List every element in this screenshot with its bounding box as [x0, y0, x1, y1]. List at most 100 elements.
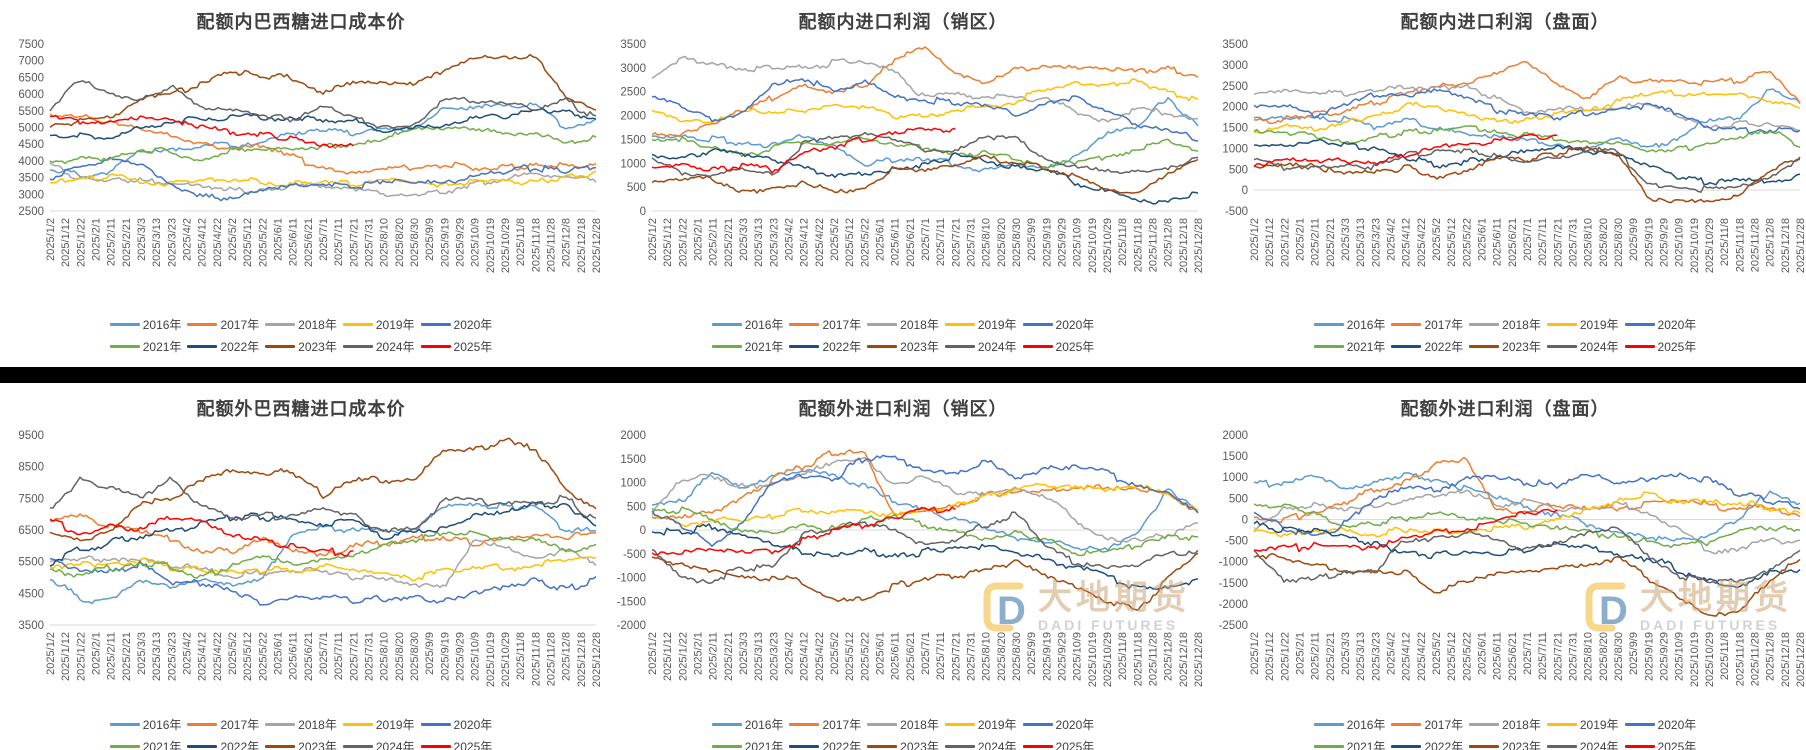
x-axis-tick-label: 2025/8/30 — [1011, 218, 1023, 267]
x-axis-tick-label: 2025/10/29 — [1704, 218, 1716, 273]
y-axis-tick-label: 2000 — [620, 111, 646, 123]
x-axis-tick-label: 2025/10/9 — [1072, 218, 1084, 267]
series-line-2017年 — [651, 46, 1199, 138]
x-axis-tick-label: 2025/12/8 — [1765, 632, 1777, 681]
x-axis-tick-label: 2025/12/8 — [1765, 218, 1777, 267]
legend-label: 2020年 — [1657, 318, 1697, 332]
series-line-2020年 — [1253, 472, 1801, 536]
x-axis-tick-label: 2025/7/11 — [333, 632, 345, 680]
x-axis-tick-label: 2025/7/1 — [1522, 632, 1534, 675]
legend-label: 2017年 — [1424, 718, 1464, 732]
legend-swatch — [1022, 745, 1053, 748]
legend-label: 2020年 — [1055, 718, 1095, 732]
legend-label: 2024年 — [977, 340, 1017, 354]
legend-swatch — [265, 345, 296, 348]
series-line-2024年 — [651, 511, 1199, 585]
x-axis-tick-label: 2025/6/1 — [273, 632, 285, 675]
x-axis-tick-label: 2025/6/11 — [288, 218, 300, 266]
legend-label: 2024年 — [375, 340, 415, 354]
x-axis-tick-label: 2025/2/1 — [91, 632, 103, 675]
x-axis-tick-label: 2025/6/11 — [890, 632, 902, 680]
legend-label: 2017年 — [822, 718, 862, 732]
legend-swatch — [1546, 723, 1577, 726]
x-axis-tick-label: 2025/3/3 — [1340, 632, 1352, 675]
legend-label: 2023年 — [298, 340, 337, 354]
x-axis-tick-label: 2025/12/28 — [591, 632, 602, 687]
x-axis-tick-label: 2025/3/23 — [1370, 218, 1382, 267]
chart-title: 配额外进口利润（盘面） — [1400, 399, 1610, 419]
x-axis-tick-label: 2025/10/29 — [1704, 632, 1716, 687]
x-axis-tick-label: 2025/11/18 — [530, 632, 542, 686]
y-axis-tick-label: -2500 — [1219, 620, 1248, 632]
x-axis-tick-label: 2025/5/12 — [1446, 218, 1458, 267]
x-axis-tick-label: 2025/10/9 — [1072, 632, 1084, 681]
x-axis-tick-label: 2025/4/12 — [1401, 632, 1413, 681]
x-axis-tick-label: 2025/7/11 — [935, 218, 947, 266]
series-line-2023年 — [1253, 552, 1801, 617]
x-axis-tick-label: 2025/1/2 — [1249, 218, 1261, 261]
legend-swatch — [867, 745, 898, 748]
legend-swatch — [109, 723, 140, 726]
legend-swatch — [109, 345, 140, 348]
legend-row-1: 2016年 2017年 2018年 2019年 2020年 — [0, 316, 602, 333]
x-axis-tick-label: 2025/5/22 — [1461, 218, 1473, 267]
x-axis-tick-label: 2025/4/12 — [197, 218, 209, 267]
chart-title: 配额内进口利润（销区） — [798, 12, 1008, 32]
series-line-2016年 — [1253, 88, 1801, 152]
legend-label: 2018年 — [900, 718, 939, 732]
x-axis-tick-label: 2025/11/18 — [1132, 218, 1144, 272]
x-axis-tick-label: 2025/1/22 — [677, 632, 689, 681]
x-axis-tick-label: 2025/9/9 — [424, 218, 436, 261]
legend-item-2019年: 2019年 — [342, 716, 415, 733]
x-axis-tick-label: 2025/1/2 — [647, 218, 659, 261]
x-axis-tick-label: 2025/8/20 — [394, 218, 406, 267]
legend-item-2023年: 2023年 — [1469, 338, 1541, 355]
legend-label: 2018年 — [900, 318, 939, 332]
legend-swatch — [1469, 745, 1500, 748]
x-axis-tick-label: 2025/2/1 — [693, 632, 705, 675]
legend-label: 2020年 — [453, 718, 493, 732]
x-axis-tick-label: 2025/4/2 — [1386, 632, 1398, 675]
legend-label: 2017年 — [220, 718, 260, 732]
legend-label: 2020年 — [1657, 718, 1697, 732]
x-axis-tick-label: 2025/1/12 — [1264, 218, 1276, 267]
x-axis-tick-label: 2025/11/8 — [515, 632, 527, 680]
legend-label: 2024年 — [1579, 740, 1619, 750]
legend-item-2023年: 2023年 — [867, 738, 939, 750]
legend-label: 2016年 — [1346, 318, 1386, 332]
y-axis-tick-label: -500 — [623, 549, 646, 561]
x-axis-tick-label: 2025/2/1 — [693, 218, 705, 261]
y-axis-tick-label: 1500 — [620, 134, 646, 146]
x-axis-tick-label: 2025/7/21 — [950, 632, 962, 681]
legend-label: 2023年 — [900, 740, 939, 750]
x-axis-tick-label: 2025/2/21 — [723, 632, 735, 681]
y-axis-tick-label: 3000 — [18, 189, 44, 201]
y-axis-tick-label: 9500 — [18, 430, 44, 442]
x-axis-tick-label: 2025/11/18 — [1734, 632, 1746, 686]
y-axis-tick-label: 7500 — [18, 39, 44, 51]
legend-label: 2019年 — [1579, 718, 1619, 732]
x-axis-tick-label: 2025/8/30 — [1613, 218, 1625, 267]
y-axis-tick-label: 2000 — [1222, 430, 1248, 442]
legend-item-2019年: 2019年 — [944, 716, 1017, 733]
x-axis-tick-label: 2025/5/2 — [1431, 632, 1443, 675]
series-line-2016年 — [49, 102, 597, 178]
y-axis-tick-label: 3500 — [620, 39, 646, 51]
x-axis-tick-label: 2025/6/11 — [288, 632, 300, 680]
x-axis-tick-label: 2025/3/3 — [1340, 218, 1352, 261]
legend-row-1: 2016年 2017年 2018年 2019年 2020年 — [0, 716, 602, 733]
legend-item-2018年: 2018年 — [1469, 716, 1541, 733]
legend-item-2018年: 2018年 — [265, 316, 337, 333]
x-axis-tick-label: 2025/3/13 — [1355, 218, 1367, 267]
series-line-2018年 — [1253, 489, 1801, 555]
x-axis-tick-label: 2025/1/22 — [75, 632, 87, 681]
legend-swatch — [944, 345, 975, 348]
legend-label: 2024年 — [1579, 340, 1619, 354]
legend-swatch — [420, 745, 451, 748]
y-axis-tick-label: 6000 — [18, 89, 44, 101]
legend-swatch — [342, 745, 373, 748]
y-axis-tick-label: 3500 — [18, 620, 44, 632]
legend-label: 2018年 — [1502, 718, 1541, 732]
legend-swatch — [867, 723, 898, 726]
